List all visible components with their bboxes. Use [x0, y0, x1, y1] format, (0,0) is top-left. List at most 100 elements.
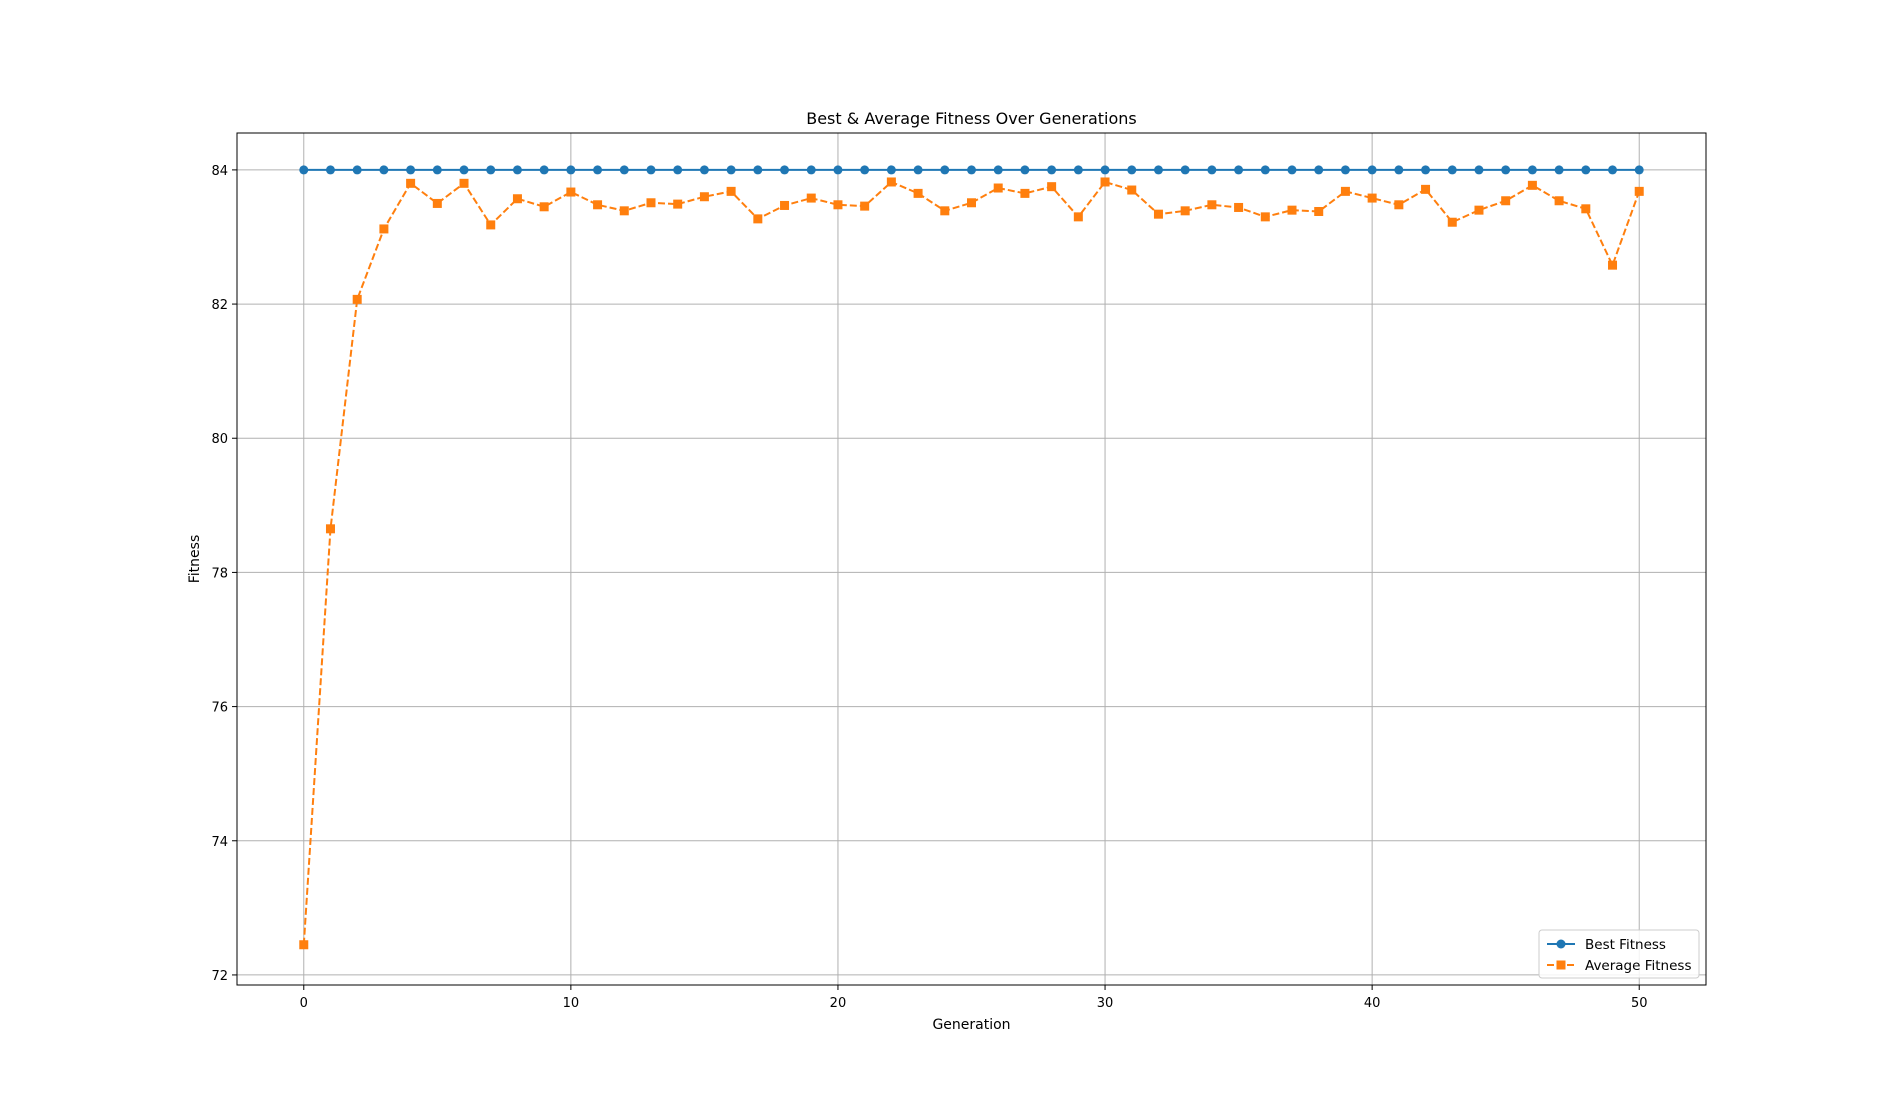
best-fitness-point — [1153, 165, 1163, 175]
best-fitness-point — [1047, 165, 1057, 175]
best-fitness-point — [753, 165, 763, 175]
average-fitness-point — [1527, 180, 1537, 190]
series-layer — [299, 165, 1644, 950]
best-fitness-point — [379, 165, 389, 175]
y-tick-label: 72 — [211, 969, 228, 984]
average-fitness-point — [1421, 184, 1431, 194]
best-fitness-point — [993, 165, 1003, 175]
average-fitness-point — [833, 200, 843, 210]
average-fitness-point — [646, 198, 656, 208]
best-fitness-point — [1100, 165, 1110, 175]
plot-frame — [236, 132, 1707, 986]
average-fitness-point — [1367, 193, 1377, 203]
average-fitness-point — [1047, 182, 1057, 192]
best-fitness-point — [619, 165, 629, 175]
best-fitness-point — [967, 165, 976, 175]
average-fitness-point — [806, 193, 816, 203]
best-fitness-point — [726, 165, 736, 175]
best-fitness-point — [512, 165, 522, 175]
average-fitness-point — [699, 192, 709, 202]
best-fitness-point — [886, 165, 896, 175]
average-fitness-point — [886, 177, 896, 187]
best-fitness-point — [1394, 165, 1404, 175]
best-fitness-point — [1234, 165, 1244, 175]
average-fitness-point — [1260, 212, 1270, 222]
average-fitness-point — [1447, 217, 1457, 227]
best-fitness-point — [593, 165, 603, 175]
best-fitness-point — [860, 165, 870, 175]
average-fitness-point — [486, 220, 496, 230]
average-fitness-point — [1340, 186, 1350, 196]
average-fitness-point — [1153, 209, 1163, 219]
x-tick-label: 0 — [300, 996, 308, 1011]
average-fitness-point — [406, 178, 416, 188]
average-fitness-point — [1608, 260, 1618, 270]
average-fitness-point — [1581, 204, 1591, 214]
legend-label-best-fitness: Best Fitness — [1585, 937, 1666, 953]
average-fitness-point — [459, 178, 469, 188]
average-fitness-point — [1100, 177, 1110, 187]
best-fitness-point — [325, 165, 335, 175]
average-fitness-point — [1180, 206, 1190, 216]
x-axis-title: Generation — [932, 1017, 1010, 1033]
y-axis-title: Fitness — [187, 535, 203, 584]
best-fitness-point — [459, 165, 469, 175]
legend-marker-best-fitness — [1556, 939, 1566, 949]
best-fitness-point — [1127, 165, 1137, 175]
average-fitness-point — [967, 198, 976, 208]
best-fitness-point — [1340, 165, 1350, 175]
best-fitness-point — [1020, 165, 1030, 175]
y-tick-label: 76 — [211, 701, 228, 716]
best-fitness-point — [673, 165, 683, 175]
x-tick-label: 50 — [1631, 996, 1648, 1011]
best-fitness-point — [940, 165, 950, 175]
best-fitness-point — [1501, 165, 1511, 175]
average-fitness-point — [1634, 186, 1644, 196]
average-fitness-point — [913, 188, 923, 198]
x-tick-label: 10 — [563, 996, 580, 1011]
average-fitness-point — [352, 294, 362, 304]
best-fitness-point — [1581, 165, 1591, 175]
average-fitness-point — [673, 199, 683, 209]
legend-box — [1538, 929, 1700, 979]
best-fitness-point — [1527, 165, 1537, 175]
best-fitness-point — [1474, 165, 1484, 175]
x-tick-label: 20 — [830, 996, 847, 1011]
ticks: 0 10 20 30 40 50 72 74 76 78 80 82 84 — [211, 164, 1647, 1011]
average-fitness-point — [432, 198, 442, 208]
best-fitness-point — [432, 165, 442, 175]
best-fitness-point — [806, 165, 816, 175]
best-fitness-point — [1207, 165, 1217, 175]
best-fitness-point — [1260, 165, 1270, 175]
average-fitness-point — [1501, 196, 1511, 206]
average-fitness-point — [780, 200, 790, 210]
best-fitness-point — [486, 165, 496, 175]
best-fitness-point — [780, 165, 790, 175]
average-fitness-line — [302, 180, 1641, 945]
best-fitness-point — [1314, 165, 1324, 175]
average-fitness-point — [1020, 188, 1030, 198]
y-tick-label: 74 — [211, 835, 228, 850]
average-fitness-point — [753, 214, 763, 224]
chart-title: Best & Average Fitness Over Generations — [806, 109, 1137, 128]
best-fitness-point — [1180, 165, 1190, 175]
average-fitness-point — [1554, 196, 1564, 206]
best-fitness-point — [1608, 165, 1618, 175]
average-fitness-point — [940, 206, 950, 216]
average-fitness-point — [1207, 200, 1217, 210]
best-fitness-point — [1367, 165, 1377, 175]
average-fitness-point — [993, 183, 1003, 193]
legend: Best Fitness Average Fitness — [1538, 929, 1700, 979]
average-fitness-point — [1314, 206, 1324, 216]
average-fitness-point — [860, 201, 870, 211]
average-fitness-point — [1234, 202, 1244, 212]
x-tick-label: 40 — [1364, 996, 1381, 1011]
best-fitness-point — [646, 165, 656, 175]
average-fitness-point — [1127, 185, 1137, 195]
y-tick-label: 78 — [211, 566, 228, 581]
best-fitness-point — [913, 165, 923, 175]
best-fitness-point — [833, 165, 843, 175]
best-fitness-point — [1073, 165, 1083, 175]
